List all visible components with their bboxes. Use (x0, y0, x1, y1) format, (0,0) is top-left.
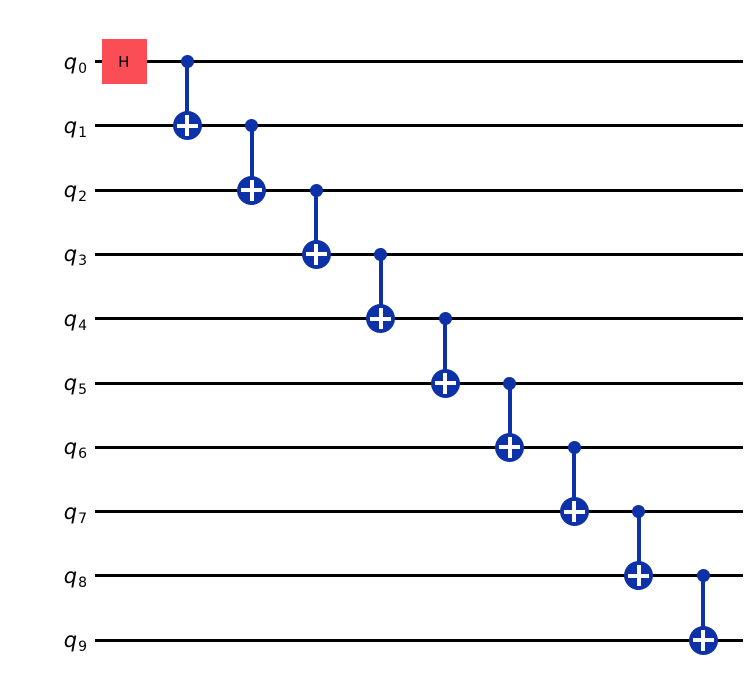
qubit-label-base: q (63, 242, 78, 267)
plus-vertical-bar (701, 629, 706, 651)
qubit-label: q7 (0, 496, 87, 528)
plus-vertical-bar (185, 115, 190, 137)
qubit-label-base: q (63, 628, 78, 653)
cnot-target (430, 368, 460, 398)
qubit-label-base: q (63, 499, 78, 524)
qubit-label: q5 (0, 367, 87, 399)
qubit-label-subscript: 5 (78, 382, 87, 398)
plus-vertical-bar (249, 179, 254, 201)
plus-icon (302, 240, 331, 269)
qubit-wire (95, 252, 743, 256)
qubit-label: q4 (0, 303, 87, 335)
qubit-label: q0 (0, 46, 87, 78)
cnot-connector (572, 447, 577, 512)
plus-vertical-bar (636, 565, 641, 587)
hadamard-gate-label: H (118, 52, 130, 71)
qubit-label: q9 (0, 624, 87, 656)
qubit-wire (95, 381, 743, 385)
qubit-label-subscript: 4 (78, 317, 87, 334)
qubit-wire (95, 317, 743, 321)
cnot-connector (314, 190, 319, 255)
cnot-control-dot (374, 247, 388, 261)
plus-vertical-bar (507, 436, 512, 458)
qubit-label-base: q (63, 563, 78, 588)
qubit-wire (95, 188, 743, 192)
qubit-label-subscript: 9 (78, 639, 87, 656)
cnot-control-dot (696, 569, 710, 583)
cnot-connector (378, 254, 383, 319)
qubit-wire (95, 510, 743, 514)
qubit-label-subscript: 8 (78, 574, 87, 591)
cnot-target (495, 432, 525, 462)
cnot-target (688, 625, 718, 655)
cnot-target (624, 561, 654, 591)
cnot-control-dot (309, 183, 323, 197)
plus-vertical-bar (443, 372, 448, 394)
plus-vertical-bar (378, 308, 383, 330)
cnot-target (172, 111, 202, 141)
plus-icon (560, 497, 589, 526)
cnot-target (237, 175, 267, 205)
qubit-label: q3 (0, 238, 87, 270)
qubit-wire (95, 574, 743, 578)
qubit-label: q1 (0, 110, 87, 142)
qubit-wire (95, 124, 743, 128)
qubit-label: q8 (0, 560, 87, 592)
cnot-connector (185, 61, 190, 126)
qubit-label-base: q (63, 49, 78, 74)
qubit-label: q2 (0, 174, 87, 206)
cnot-target (559, 497, 589, 527)
plus-icon (366, 304, 395, 333)
plus-icon (624, 561, 653, 590)
cnot-connector (636, 511, 641, 576)
plus-icon (689, 626, 718, 655)
plus-icon (173, 111, 202, 140)
qubit-label-subscript: 3 (78, 253, 87, 270)
plus-vertical-bar (572, 501, 577, 523)
qubit-label-base: q (63, 113, 78, 138)
cnot-target (301, 239, 331, 269)
qubit-wire (95, 638, 743, 642)
qubit-label-subscript: 7 (78, 510, 87, 527)
cnot-target (366, 304, 396, 334)
qubit-label-subscript: 2 (78, 189, 87, 206)
qubit-label-subscript: 6 (78, 446, 87, 463)
cnot-control-dot (567, 440, 581, 454)
qubit-label-base: q (63, 178, 78, 203)
qubit-label-subscript: 0 (78, 60, 87, 77)
qubit-label: q6 (0, 431, 87, 463)
cnot-control-dot (632, 505, 646, 519)
cnot-control-dot (245, 119, 259, 133)
plus-icon (237, 176, 266, 205)
cnot-connector (701, 575, 706, 641)
cnot-connector (249, 125, 254, 191)
qubit-label-base: q (63, 306, 78, 331)
qubit-label-base: q (63, 371, 78, 395)
hadamard-gate: H (101, 39, 147, 84)
qubit-wire (95, 60, 743, 63)
cnot-connector (443, 318, 448, 383)
plus-vertical-bar (314, 243, 319, 265)
qubit-wire (95, 445, 743, 449)
qubit-label-subscript: 1 (78, 124, 87, 141)
cnot-control-dot (503, 376, 517, 390)
cnot-control-dot (180, 55, 194, 68)
qubit-label-base: q (63, 435, 78, 460)
plus-icon (431, 369, 460, 398)
plus-icon (495, 433, 524, 462)
cnot-control-dot (438, 312, 452, 326)
cnot-connector (507, 383, 512, 448)
